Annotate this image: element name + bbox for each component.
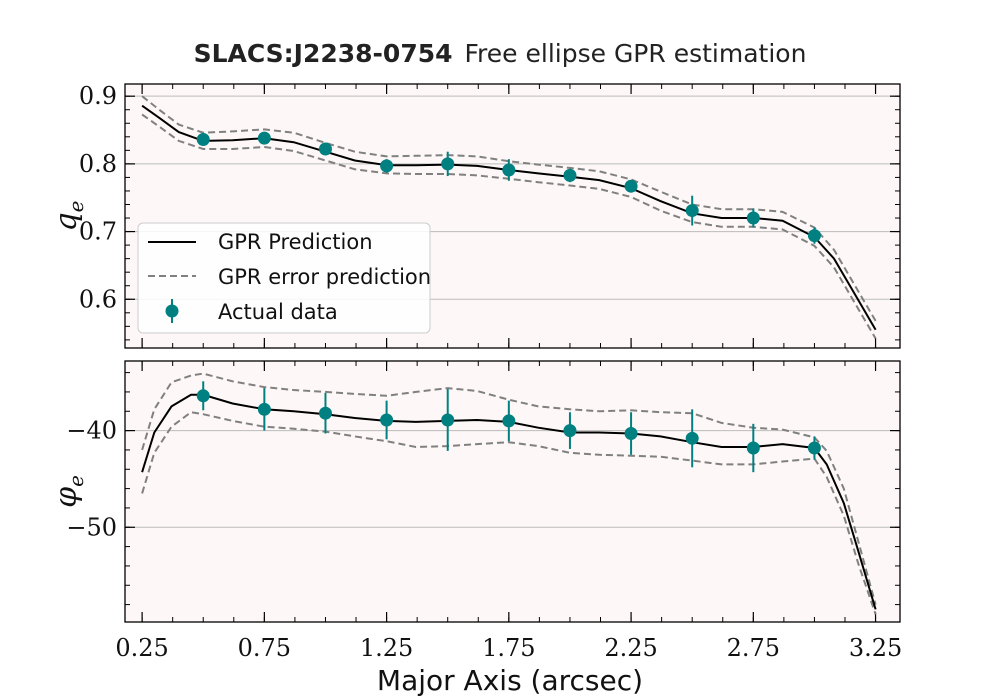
plot-frame	[124, 360, 901, 623]
data-point	[318, 406, 332, 420]
y-tick-label: 0.7	[79, 218, 117, 246]
y-tick-label: 0.9	[79, 82, 117, 110]
y-axis-label: φe	[49, 475, 88, 508]
data-point	[502, 163, 516, 177]
data-point	[441, 157, 455, 171]
x-tick-label: 1.75	[482, 634, 535, 662]
legend: GPR Prediction GPR error prediction Actual…	[137, 222, 431, 334]
legend-entry-error: GPR error prediction	[218, 265, 431, 289]
y-axis-label-main: φ	[49, 487, 84, 508]
gpr-error-upper-line	[141, 95, 877, 322]
data-point	[380, 413, 394, 427]
data-point	[502, 414, 516, 428]
y-axis-label: qe	[49, 200, 88, 231]
data-point	[563, 424, 577, 438]
legend-data-point-swatch	[165, 304, 179, 318]
data-point	[257, 402, 271, 416]
data-point	[807, 441, 821, 455]
legend-box	[137, 222, 431, 334]
y-tick-label: 0.8	[79, 150, 117, 178]
x-tick-label: 1.25	[360, 634, 413, 662]
data-point	[624, 427, 638, 440]
y-axis-label-main: q	[49, 212, 84, 231]
y-axis-label-sub: e	[64, 475, 88, 487]
chart-title: SLACS:J2238-0754 Free ellipse GPR estima…	[194, 39, 807, 68]
data-point	[318, 142, 332, 156]
legend-entry-data: Actual data	[218, 300, 338, 324]
data-point	[746, 441, 760, 455]
legend-entry-prediction: GPR Prediction	[218, 230, 373, 254]
x-tick-label: 3.25	[849, 634, 902, 662]
y-tick-label: 0.6	[79, 285, 117, 313]
data-point	[196, 389, 210, 403]
chart-title-bold: SLACS:J2238-0754	[194, 39, 453, 68]
data-point	[441, 413, 455, 427]
data-point	[624, 179, 638, 193]
data-point	[807, 229, 821, 243]
phi-e-panel: −40 −50 0.25 0.75 1.25 1.75 2.25 2.75 3.25 φe	[49, 360, 902, 662]
y-tick-label: −40	[66, 417, 117, 445]
chart-title-rest: Free ellipse GPR estimation	[465, 39, 807, 68]
y-axis-label-sub: e	[64, 200, 88, 212]
x-axis-label: Major Axis (arcsec)	[377, 664, 643, 697]
data-point	[685, 204, 699, 218]
plot-frame	[124, 83, 901, 349]
data-point	[746, 211, 760, 225]
data-point	[196, 133, 210, 147]
plot-background	[125, 361, 900, 622]
gpr-error-upper-line	[141, 372, 877, 605]
data-point	[563, 168, 577, 182]
y-tick-label: −50	[66, 513, 117, 541]
data-point	[685, 431, 699, 445]
x-tick-label: 2.75	[727, 634, 780, 662]
data-point	[257, 131, 271, 145]
gpr-error-lower-line	[141, 411, 877, 615]
x-tick-label: 2.25	[604, 634, 657, 662]
q-e-panel: 0.6 0.7 0.8 0.9 qe GPR Prediction GPR error pr…	[49, 82, 901, 349]
x-tick-label: 0.75	[238, 634, 291, 662]
data-point	[380, 159, 394, 173]
x-tick-label: 0.25	[115, 634, 168, 662]
